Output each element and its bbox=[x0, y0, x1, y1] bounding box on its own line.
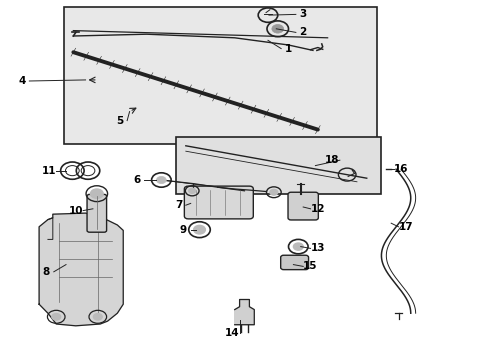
FancyBboxPatch shape bbox=[184, 186, 253, 219]
Circle shape bbox=[271, 24, 283, 33]
Text: 13: 13 bbox=[310, 243, 325, 253]
Circle shape bbox=[293, 243, 303, 250]
FancyBboxPatch shape bbox=[87, 194, 106, 232]
Text: 3: 3 bbox=[299, 9, 306, 19]
Polygon shape bbox=[39, 213, 123, 326]
Text: 10: 10 bbox=[68, 206, 83, 216]
Circle shape bbox=[90, 189, 103, 198]
Text: 17: 17 bbox=[398, 222, 412, 232]
Text: 1: 1 bbox=[285, 44, 291, 54]
FancyBboxPatch shape bbox=[280, 255, 308, 270]
Text: 6: 6 bbox=[133, 175, 140, 185]
Text: 8: 8 bbox=[43, 267, 50, 277]
FancyBboxPatch shape bbox=[287, 192, 318, 220]
Bar bbox=[63, 7, 376, 144]
Circle shape bbox=[93, 314, 102, 320]
Text: 4: 4 bbox=[18, 76, 26, 86]
Text: 18: 18 bbox=[325, 155, 339, 165]
Circle shape bbox=[156, 176, 166, 184]
Text: 7: 7 bbox=[174, 200, 182, 210]
Circle shape bbox=[193, 225, 205, 234]
Text: 15: 15 bbox=[303, 261, 317, 271]
Circle shape bbox=[188, 188, 195, 193]
Text: 16: 16 bbox=[393, 164, 407, 174]
Text: 5: 5 bbox=[116, 116, 123, 126]
Text: 2: 2 bbox=[299, 27, 306, 37]
Polygon shape bbox=[234, 300, 254, 325]
Text: 11: 11 bbox=[41, 166, 56, 176]
Text: 14: 14 bbox=[224, 328, 239, 338]
Bar bbox=[176, 137, 381, 194]
Circle shape bbox=[52, 314, 61, 320]
Circle shape bbox=[269, 189, 277, 195]
Text: 12: 12 bbox=[310, 204, 325, 214]
Text: 9: 9 bbox=[180, 225, 186, 235]
